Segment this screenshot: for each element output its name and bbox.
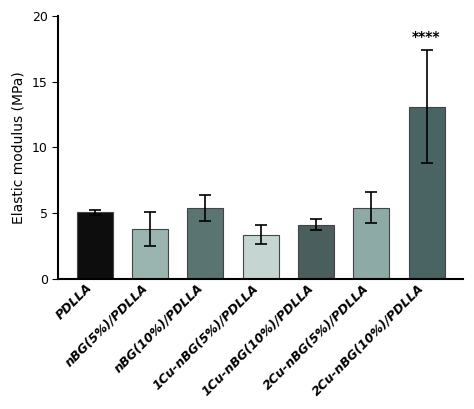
Bar [132,229,168,279]
Bar [77,212,113,279]
Bar [187,208,223,279]
Bar [409,107,445,279]
Y-axis label: Elastic modulus (MPa): Elastic modulus (MPa) [11,71,25,224]
Text: ****: **** [412,30,441,44]
Bar [298,225,334,279]
Bar [243,235,279,279]
Bar [353,208,389,279]
